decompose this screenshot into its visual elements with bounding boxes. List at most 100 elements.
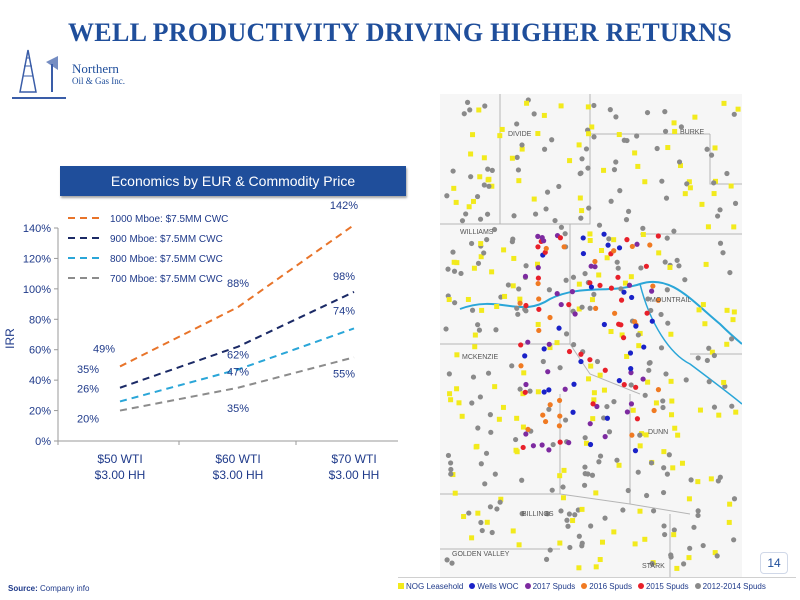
leasehold-tract	[686, 179, 692, 185]
well-dot	[566, 348, 573, 355]
leasehold-tract	[554, 340, 560, 346]
leasehold-tract	[472, 332, 478, 338]
spud-2012-2014-dot	[596, 459, 602, 465]
spud-2012-2014-dot	[606, 236, 612, 242]
county-label: DIVIDE	[508, 131, 532, 138]
well-dot	[621, 382, 627, 388]
spud-2012-2014-dot	[461, 111, 467, 117]
leasehold-tract	[695, 479, 701, 485]
chart-header: Economics by EUR & Commodity Price	[60, 166, 406, 196]
spud-2012-2014-dot	[450, 168, 456, 174]
spud-2012-2014-dot	[578, 170, 584, 176]
spud-2012-2014-dot	[497, 499, 503, 505]
well-dot	[535, 265, 541, 271]
leasehold-tract	[632, 541, 638, 547]
well-dot	[634, 416, 641, 422]
map-background	[440, 94, 742, 578]
well-dot	[616, 245, 623, 251]
leasehold-tract	[579, 506, 585, 512]
legend-label: 800 Mboe: $7.5MM CWC	[110, 254, 223, 265]
spud-2012-2014-dot	[515, 311, 521, 317]
spud-2012-2014-dot	[596, 222, 603, 228]
spud-2012-2014-dot	[509, 363, 515, 369]
leasehold-tract	[726, 519, 732, 525]
spud-2012-2014-dot	[468, 174, 474, 180]
company-logo: Northern Oil & Gas Inc.	[12, 49, 125, 99]
leasehold-tract	[705, 224, 711, 230]
spud-2012-2014-dot	[560, 484, 566, 490]
county-label: WILLIAMS	[460, 229, 494, 236]
spud-2012-2014-dot	[479, 527, 485, 534]
leasehold-tract	[500, 404, 506, 410]
leasehold-tract	[733, 409, 739, 415]
leasehold-tract	[671, 120, 677, 126]
spud-2012-2014-dot	[700, 542, 706, 549]
spud-2012-2014-dot	[547, 547, 553, 553]
well-dot	[651, 407, 657, 414]
spud-2012-2014-dot	[516, 286, 522, 292]
spud-2012-2014-dot	[666, 452, 672, 458]
leasehold-tract	[591, 390, 597, 396]
spud-2012-2014-dot	[513, 436, 519, 443]
map-legend: NOG Leasehold Wells WOC 2017 Spuds 2016 Spu…	[398, 577, 796, 594]
y-tick-label: 0%	[35, 436, 51, 448]
leasehold-tract	[517, 296, 523, 302]
spud-2012-2014-dot	[570, 274, 577, 280]
spud-2012-2014-dot	[687, 545, 693, 551]
leasehold-tract	[632, 150, 638, 156]
spud-2012-2014-dot	[464, 99, 471, 105]
leasehold-tract	[640, 231, 646, 237]
leasehold-tract	[593, 564, 599, 570]
well-dot	[634, 241, 640, 247]
well-dot	[541, 346, 547, 352]
well-dot	[655, 297, 661, 303]
bakken-map: DIVIDE BURKE WILLIAMS MOUNTRAIL MCKENZIE DUNN…	[440, 94, 743, 578]
leasehold-tract	[454, 352, 460, 358]
spud-2012-2014-dot	[727, 269, 733, 276]
spud-2012-2014-dot	[613, 159, 619, 165]
logo-text-line1: Northern	[72, 61, 119, 76]
leasehold-tract	[516, 178, 522, 184]
y-tick-label: 60%	[29, 345, 51, 357]
well-dot	[543, 245, 549, 252]
spud-2012-2014-dot	[450, 249, 456, 255]
data-label: 35%	[227, 403, 249, 415]
leasehold-tract	[597, 372, 603, 378]
well-dot	[556, 423, 563, 429]
well-dot	[556, 397, 563, 404]
spud-2012-2014-dot	[634, 133, 640, 139]
legend-dot-icon	[637, 583, 644, 589]
well-dot	[566, 440, 572, 446]
spud-2012-2014-dot	[635, 469, 641, 475]
well-dot	[588, 284, 595, 290]
well-dot	[587, 357, 593, 363]
leasehold-tract	[703, 261, 709, 267]
leasehold-tract	[481, 155, 487, 161]
leasehold-tract	[590, 416, 596, 422]
leasehold-tract	[671, 532, 677, 538]
irr-line-chart: 0% 20% 40% 60% 80% 100% 120% 140% IRR $50 WTI $3.0…	[3, 200, 398, 482]
leasehold-tract	[587, 231, 593, 237]
leasehold-tract	[489, 183, 495, 189]
spud-2012-2014-dot	[540, 358, 546, 365]
legend-square-icon	[398, 583, 404, 589]
y-tick-label: 120%	[23, 253, 51, 265]
spud-2012-2014-dot	[446, 371, 452, 377]
well-dot	[554, 291, 560, 297]
well-dot	[616, 378, 622, 384]
map-legend-item: NOG Leasehold	[398, 582, 463, 591]
spud-2012-2014-dot	[519, 477, 525, 483]
leasehold-tract	[524, 100, 530, 106]
well-dot	[590, 401, 596, 407]
spud-2012-2014-dot	[658, 345, 665, 351]
well-dot	[539, 442, 545, 448]
well-dot	[632, 448, 639, 454]
well-dot	[540, 412, 546, 418]
spud-2012-2014-dot	[572, 512, 578, 518]
spud-2012-2014-dot	[617, 188, 623, 194]
well-dot	[557, 235, 563, 241]
well-dot	[557, 413, 563, 419]
spud-2012-2014-dot	[706, 379, 712, 385]
well-dot	[628, 366, 634, 372]
leasehold-tract	[661, 449, 667, 455]
